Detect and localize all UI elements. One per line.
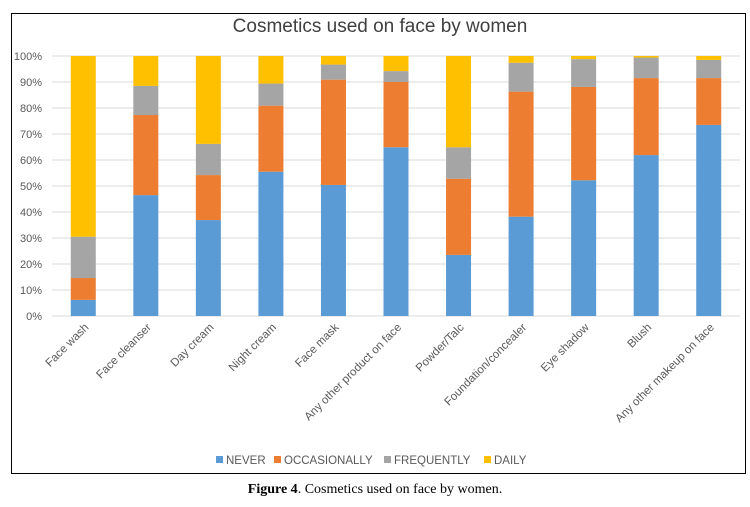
x-tick-label: Blush bbox=[625, 322, 654, 351]
bar-segment-daily bbox=[696, 56, 722, 60]
legend-swatch-frequently bbox=[384, 456, 391, 463]
bar-segment-frequently bbox=[258, 83, 284, 106]
y-axis-ticks: 0% 10% 20% 30% 40% 50% 60% 70% 80% 90% 100% bbox=[14, 51, 42, 323]
y-tick-label: 10% bbox=[20, 285, 42, 297]
legend-label-occasionally: OCCASIONALLY bbox=[284, 455, 373, 467]
bar-segment-occasionally bbox=[633, 78, 659, 156]
x-tick-label: Face mask bbox=[293, 321, 341, 369]
bar-segment-occasionally bbox=[696, 78, 722, 125]
bar-segment-never bbox=[258, 171, 284, 316]
legend: NEVER OCCASIONALLY FREQUENTLY DAILY bbox=[216, 455, 527, 467]
bar-segment-frequently bbox=[696, 59, 722, 79]
legend-label-never: NEVER bbox=[226, 455, 266, 467]
bar-segment-occasionally bbox=[383, 82, 409, 148]
x-tick-label: Eye shadow bbox=[539, 321, 592, 374]
x-axis-labels: Face wash Face cleanser Day cream Night cre… bbox=[44, 321, 717, 425]
chart-title: Cosmetics used on face by women bbox=[233, 16, 528, 37]
x-tick-label: Day cream bbox=[169, 322, 217, 370]
bar-segment-never bbox=[195, 220, 221, 316]
bar-segment-occasionally bbox=[508, 91, 534, 217]
bar-segment-occasionally bbox=[70, 278, 96, 300]
y-tick-label: 60% bbox=[20, 155, 42, 167]
bar-segment-never bbox=[633, 155, 659, 316]
bar-segment-daily bbox=[258, 56, 284, 84]
bar-segment-occasionally bbox=[320, 79, 346, 185]
bar-segment-frequently bbox=[446, 147, 472, 179]
bar-segment-occasionally bbox=[195, 175, 221, 221]
bar-segment-daily bbox=[133, 56, 159, 86]
y-tick-label: 70% bbox=[20, 129, 42, 141]
x-tick-label: Night cream bbox=[227, 322, 279, 374]
chart: Cosmetics used on face by women 0% 10% 20%… bbox=[14, 16, 740, 467]
bar-segment-daily bbox=[383, 56, 409, 72]
legend-label-frequently: FREQUENTLY bbox=[394, 455, 471, 467]
bar-segment-frequently bbox=[633, 57, 659, 79]
caption-text: . Cosmetics used on face by women. bbox=[297, 482, 503, 497]
y-tick-label: 100% bbox=[14, 51, 42, 63]
bar-segment-occasionally bbox=[133, 115, 159, 196]
x-tick-label: Powder/Talc bbox=[414, 321, 467, 374]
y-tick-label: 90% bbox=[20, 77, 42, 89]
bar-segment-frequently bbox=[195, 143, 221, 176]
bar-segment-frequently bbox=[383, 71, 409, 82]
bar-segment-never bbox=[446, 254, 472, 316]
x-tick-label: Face wash bbox=[44, 322, 92, 370]
bar-segment-daily bbox=[320, 56, 346, 65]
bar-segment-daily bbox=[195, 56, 221, 144]
y-tick-label: 50% bbox=[20, 181, 42, 193]
y-tick-label: 0% bbox=[26, 311, 42, 323]
bar-segment-never bbox=[133, 195, 159, 316]
y-tick-label: 40% bbox=[20, 207, 42, 219]
bar-segment-daily bbox=[70, 56, 96, 237]
bar-segment-occasionally bbox=[258, 105, 284, 172]
caption-label: Figure 4 bbox=[247, 482, 298, 497]
bar-segment-never bbox=[508, 216, 534, 316]
bar-segment-never bbox=[571, 180, 597, 316]
bar-segment-occasionally bbox=[446, 178, 472, 255]
y-tick-label: 30% bbox=[20, 233, 42, 245]
bar-segment-daily bbox=[446, 56, 472, 148]
y-tick-label: 80% bbox=[20, 103, 42, 115]
bars bbox=[70, 56, 722, 317]
y-tick-label: 20% bbox=[20, 259, 42, 271]
bar-segment-occasionally bbox=[571, 86, 597, 181]
bar-segment-never bbox=[70, 299, 96, 316]
legend-swatch-never bbox=[216, 456, 223, 463]
bar-segment-frequently bbox=[320, 64, 346, 80]
legend-swatch-occasionally bbox=[274, 456, 281, 463]
bar-segment-daily bbox=[571, 56, 597, 60]
bar-segment-daily bbox=[508, 56, 534, 63]
bar-segment-frequently bbox=[133, 85, 159, 116]
legend-label-daily: DAILY bbox=[494, 455, 527, 467]
bar-segment-daily bbox=[633, 56, 659, 58]
bar-segment-never bbox=[383, 147, 409, 316]
bar-segment-frequently bbox=[571, 59, 597, 87]
x-tick-label: Face cleanser bbox=[94, 322, 154, 382]
bar-segment-frequently bbox=[70, 236, 96, 279]
bar-segment-frequently bbox=[508, 62, 534, 92]
legend-swatch-daily bbox=[484, 456, 491, 463]
bar-segment-never bbox=[696, 124, 722, 317]
bar-segment-never bbox=[320, 184, 346, 316]
figure-caption: Figure 4. Cosmetics used on face by wome… bbox=[0, 482, 750, 498]
